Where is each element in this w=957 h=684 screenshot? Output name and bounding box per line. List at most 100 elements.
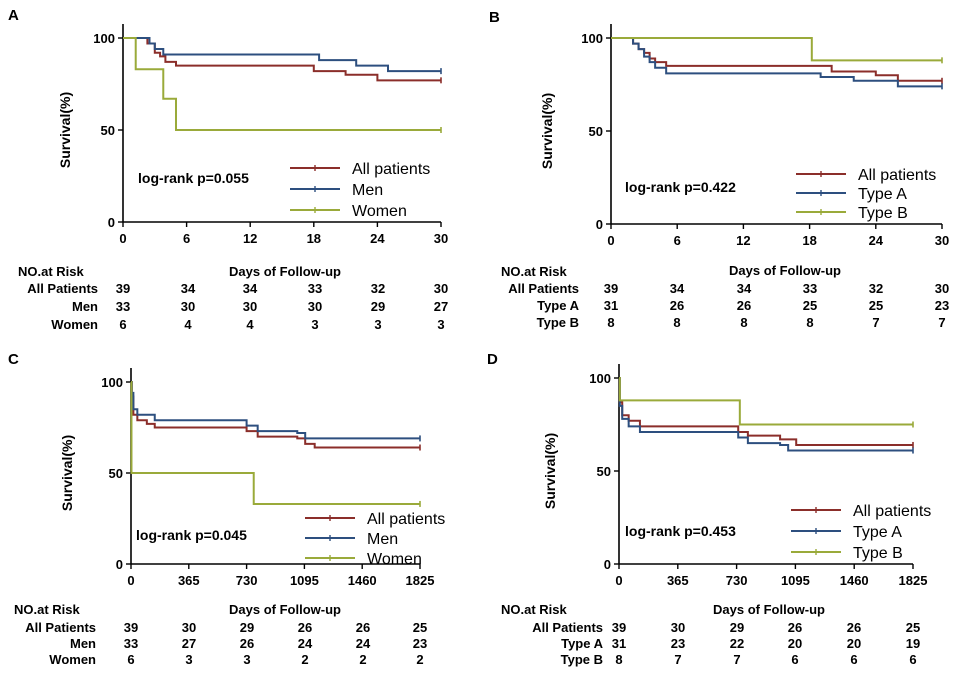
risk-value: 7 <box>872 315 879 330</box>
risk-value: 27 <box>434 299 448 314</box>
log-rank-annotation: log-rank p=0.453 <box>625 523 736 539</box>
risk-value: 20 <box>847 636 861 651</box>
risk-value: 26 <box>298 620 312 635</box>
x-tick-label: 30 <box>935 233 949 248</box>
y-tick-label: 50 <box>101 123 115 138</box>
x-tick-label: 730 <box>726 573 748 588</box>
legend-label: All patients <box>853 503 931 520</box>
risk-value: 39 <box>612 620 626 635</box>
legend-label: Type B <box>858 205 908 222</box>
risk-value: 29 <box>240 620 254 635</box>
risk-table-title: NO.at Risk <box>501 264 568 279</box>
risk-value: 29 <box>371 299 385 314</box>
risk-value: 30 <box>308 299 322 314</box>
risk-value: 27 <box>182 636 196 651</box>
risk-value: 26 <box>847 620 861 635</box>
x-tick-label: 1460 <box>840 573 869 588</box>
risk-value: 25 <box>413 620 427 635</box>
risk-value: 31 <box>604 298 618 313</box>
y-tick-label: 100 <box>93 31 115 46</box>
risk-row-label: Type A <box>561 636 604 651</box>
risk-value: 33 <box>116 299 130 314</box>
risk-value: 26 <box>737 298 751 313</box>
survival-curve <box>123 37 441 131</box>
panel-a: A 0 6 12 18 24 30 0 50 100 Survival(%) log-rank p=0… <box>0 0 478 342</box>
risk-value: 29 <box>730 620 744 635</box>
survival-curve <box>130 381 420 440</box>
risk-value: 34 <box>737 281 752 296</box>
x-tick-label: 18 <box>802 233 816 248</box>
risk-value: 6 <box>119 317 126 332</box>
risk-value: 4 <box>246 317 254 332</box>
survival-curve <box>611 37 942 62</box>
panel-d: D 0 365 730 1095 1460 1825 0 50 100 Survival(%) log… <box>479 342 957 684</box>
legend-label: Women <box>367 551 422 568</box>
x-tick-label: 0 <box>119 231 126 246</box>
risk-value: 25 <box>803 298 817 313</box>
risk-row-label: Men <box>72 299 98 314</box>
panel-label: B <box>489 9 500 26</box>
y-axis-label: Survival(%) <box>539 93 555 169</box>
legend-label: All patients <box>367 511 445 528</box>
y-axis-label: Survival(%) <box>542 433 558 509</box>
risk-value: 26 <box>788 620 802 635</box>
risk-value: 34 <box>670 281 685 296</box>
x-tick-label: 30 <box>434 231 448 246</box>
risk-value: 32 <box>371 281 385 296</box>
km-plot-a: A 0 6 12 18 24 30 0 50 100 Survival(%) log-rank p=0… <box>8 7 448 332</box>
risk-row-label: Men <box>70 636 96 651</box>
risk-value: 23 <box>671 636 685 651</box>
x-tick-label: 6 <box>183 231 190 246</box>
survival-curve <box>130 381 420 505</box>
y-tick-label: 0 <box>596 217 603 232</box>
x-tick-label: 12 <box>243 231 257 246</box>
risk-value: 23 <box>413 636 427 651</box>
y-tick-label: 0 <box>116 557 123 572</box>
risk-row-label: Type B <box>537 315 579 330</box>
x-axis-label: Days of Follow-up <box>729 263 841 278</box>
risk-value: 30 <box>434 281 448 296</box>
risk-value: 34 <box>181 281 196 296</box>
x-axis-label: Days of Follow-up <box>713 602 825 617</box>
risk-value: 3 <box>374 317 381 332</box>
risk-value: 3 <box>311 317 318 332</box>
risk-value: 4 <box>184 317 192 332</box>
risk-value: 8 <box>806 315 813 330</box>
legend-label: All patients <box>858 167 936 184</box>
risk-value: 25 <box>869 298 883 313</box>
risk-value: 33 <box>803 281 817 296</box>
legend-label: Type A <box>858 186 907 203</box>
panel-label: D <box>487 351 498 368</box>
risk-value: 8 <box>673 315 680 330</box>
x-tick-label: 0 <box>607 233 614 248</box>
risk-value: 33 <box>124 636 138 651</box>
legend-label: All patients <box>352 161 430 178</box>
x-axis-label: Days of Follow-up <box>229 264 341 279</box>
x-tick-label: 24 <box>370 231 385 246</box>
risk-value: 26 <box>670 298 684 313</box>
risk-value: 26 <box>356 620 370 635</box>
risk-value: 34 <box>243 281 258 296</box>
risk-value: 7 <box>733 652 740 667</box>
risk-row-label: Women <box>51 317 98 332</box>
x-tick-label: 6 <box>674 233 681 248</box>
risk-value: 30 <box>182 620 196 635</box>
risk-value: 26 <box>240 636 254 651</box>
legend-label: Women <box>352 203 407 220</box>
risk-value: 6 <box>850 652 857 667</box>
risk-table-title: NO.at Risk <box>18 264 85 279</box>
km-plot-b: B 0 6 12 18 24 30 0 50 100 Survival(%) log-rank p=0… <box>489 9 949 330</box>
risk-value: 32 <box>869 281 883 296</box>
risk-row-label: All Patients <box>508 281 579 296</box>
log-rank-annotation: log-rank p=0.055 <box>138 170 249 186</box>
risk-value: 24 <box>298 636 313 651</box>
risk-table-title: NO.at Risk <box>501 602 568 617</box>
legend-label: Type B <box>853 545 903 562</box>
risk-value: 33 <box>308 281 322 296</box>
risk-value: 22 <box>730 636 744 651</box>
risk-value: 3 <box>185 652 192 667</box>
risk-value: 6 <box>909 652 916 667</box>
y-tick-label: 0 <box>604 557 611 572</box>
y-tick-label: 50 <box>589 124 603 139</box>
risk-value: 39 <box>604 281 618 296</box>
